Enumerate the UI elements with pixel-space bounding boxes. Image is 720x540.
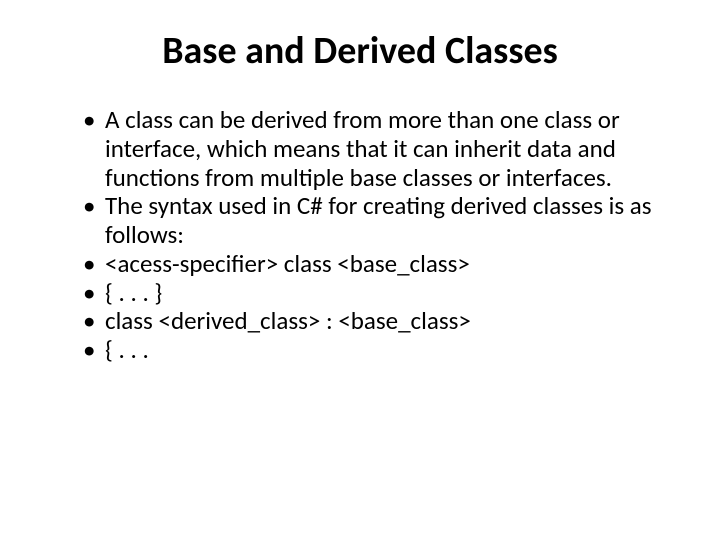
slide-title: Base and Derived Classes bbox=[55, 28, 665, 74]
list-item: The syntax used in C# for creating deriv… bbox=[83, 192, 665, 250]
bullet-list: A class can be derived from more than on… bbox=[55, 106, 665, 365]
list-item: { . . . } bbox=[83, 279, 665, 308]
slide-container: Base and Derived Classes A class can be … bbox=[0, 0, 720, 540]
list-item: <acess-specifier> class <base_class> bbox=[83, 250, 665, 279]
list-item: class <derived_class> : <base_class> bbox=[83, 307, 665, 336]
list-item: { . . . bbox=[83, 336, 665, 365]
list-item: A class can be derived from more than on… bbox=[83, 106, 665, 192]
